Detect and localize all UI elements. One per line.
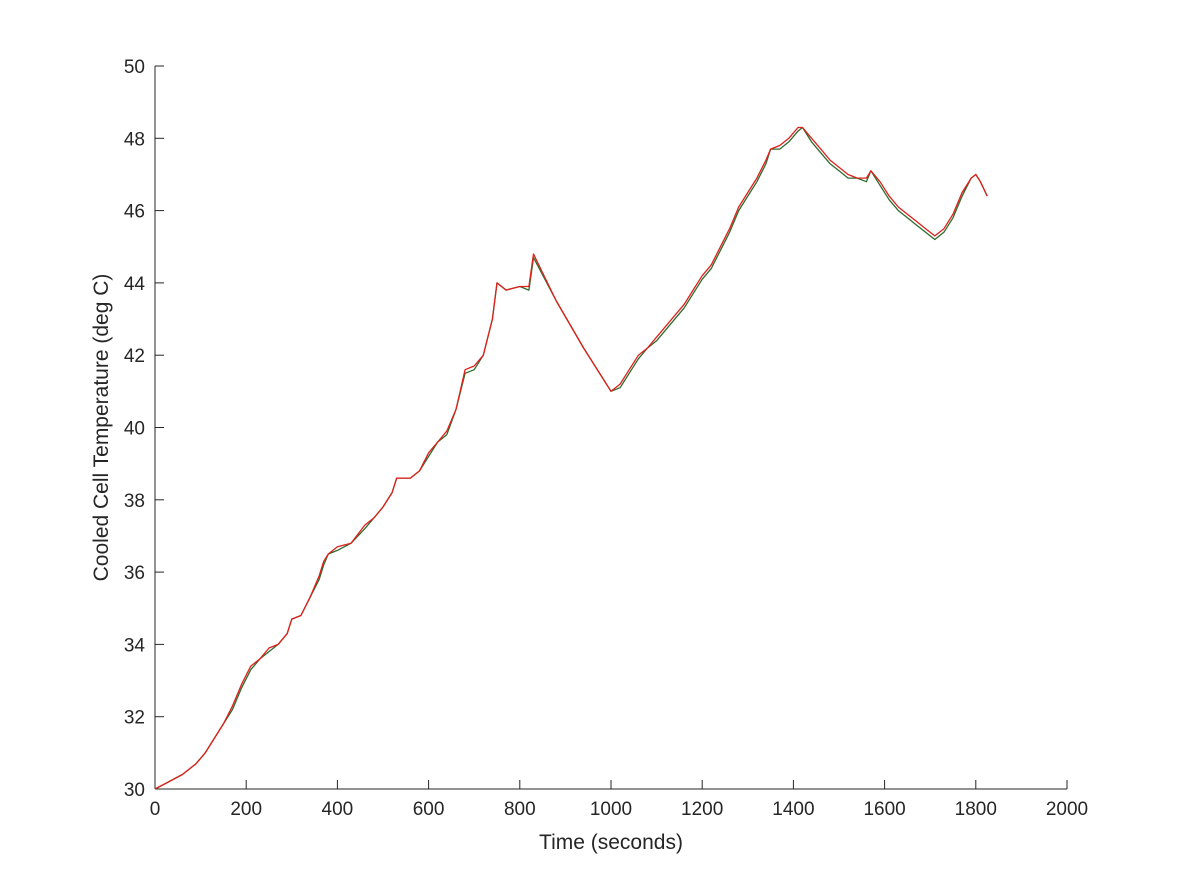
y-tick-label: 34 [124, 635, 146, 656]
y-tick-label: 50 [124, 57, 145, 78]
x-tick-label: 2000 [1046, 799, 1088, 820]
y-axis-label: Cooled Cell Temperature (deg C) [90, 274, 113, 582]
y-ticks: 30 32 34 36 38 40 42 44 46 48 50 [124, 57, 164, 801]
x-tick-label: 600 [413, 799, 445, 820]
y-tick-label: 36 [124, 563, 145, 584]
y-tick-label: 40 [124, 419, 145, 440]
x-tick-label: 200 [230, 799, 262, 820]
series-line-1 [154, 126, 988, 790]
x-ticks: 0 200 400 600 800 1000 1200 1400 1600 1800 2000 [150, 780, 1088, 820]
y-tick-label: 44 [124, 274, 146, 295]
x-tick-label: 800 [504, 799, 536, 820]
x-tick-label: 400 [322, 799, 354, 820]
y-tick-label: 30 [124, 780, 145, 801]
series-line-0 [154, 126, 988, 790]
x-tick-label: 1200 [681, 799, 723, 820]
y-tick-label: 46 [124, 202, 145, 223]
axes [154, 66, 1067, 790]
x-tick-label: 1800 [955, 799, 997, 820]
series-layer [154, 126, 988, 790]
y-tick-label: 38 [124, 491, 145, 512]
y-tick-label: 48 [124, 129, 145, 150]
x-tick-label: 0 [150, 799, 161, 820]
x-tick-label: 1600 [863, 799, 905, 820]
x-tick-label: 1400 [772, 799, 814, 820]
x-tick-label: 1000 [590, 799, 632, 820]
x-axis-label: Time (seconds) [539, 831, 683, 854]
y-tick-label: 32 [124, 708, 145, 729]
y-tick-label: 42 [124, 346, 145, 367]
